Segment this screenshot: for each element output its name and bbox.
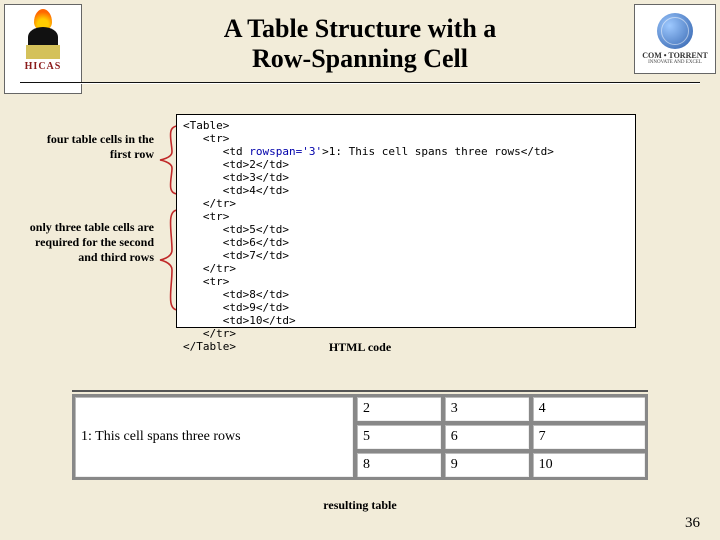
page-title: A Table Structure with a Row-Spanning Ce… [100,14,620,74]
logo-right-sub: INNOVATE AND EXCEL [648,60,702,65]
logo-left-label: HICAS [25,61,62,72]
annotation-first-row: four table cells in the first row [34,132,154,162]
result-table: 1: This cell spans three rows 2 3 4 5 6 … [72,394,648,480]
torch-icon [23,9,63,59]
table-row: 1: This cell spans three rows 2 3 4 [74,396,646,422]
title-line2: Row-Spanning Cell [252,44,468,73]
table-cell: 2 [356,396,442,422]
table-cell: 3 [444,396,530,422]
caption-code: HTML code [0,340,720,355]
annotation-other-rows: only three table cells are required for … [22,220,154,265]
table-cell: 9 [444,452,530,478]
globe-icon [657,13,693,49]
table-cell: 4 [532,396,646,422]
table-cell: 7 [532,424,646,450]
caption-result: resulting table [0,498,720,513]
title-line1: A Table Structure with a [224,14,497,43]
logo-right-brand: COM • TORRENT [642,51,708,60]
table-cell: 5 [356,424,442,450]
code-block: <Table> <tr> <td rowspan='3'>1: This cel… [176,114,636,328]
title-rule [20,82,700,83]
table-cell: 8 [356,452,442,478]
page-number: 36 [685,515,700,532]
table-cell: 10 [532,452,646,478]
logo-right: COM • TORRENT INNOVATE AND EXCEL [634,4,716,74]
table-cell-span: 1: This cell spans three rows [74,396,354,478]
divider [72,390,648,392]
table-cell: 6 [444,424,530,450]
logo-left: HICAS [4,4,82,94]
result-table-container: 1: This cell spans three rows 2 3 4 5 6 … [72,390,648,480]
